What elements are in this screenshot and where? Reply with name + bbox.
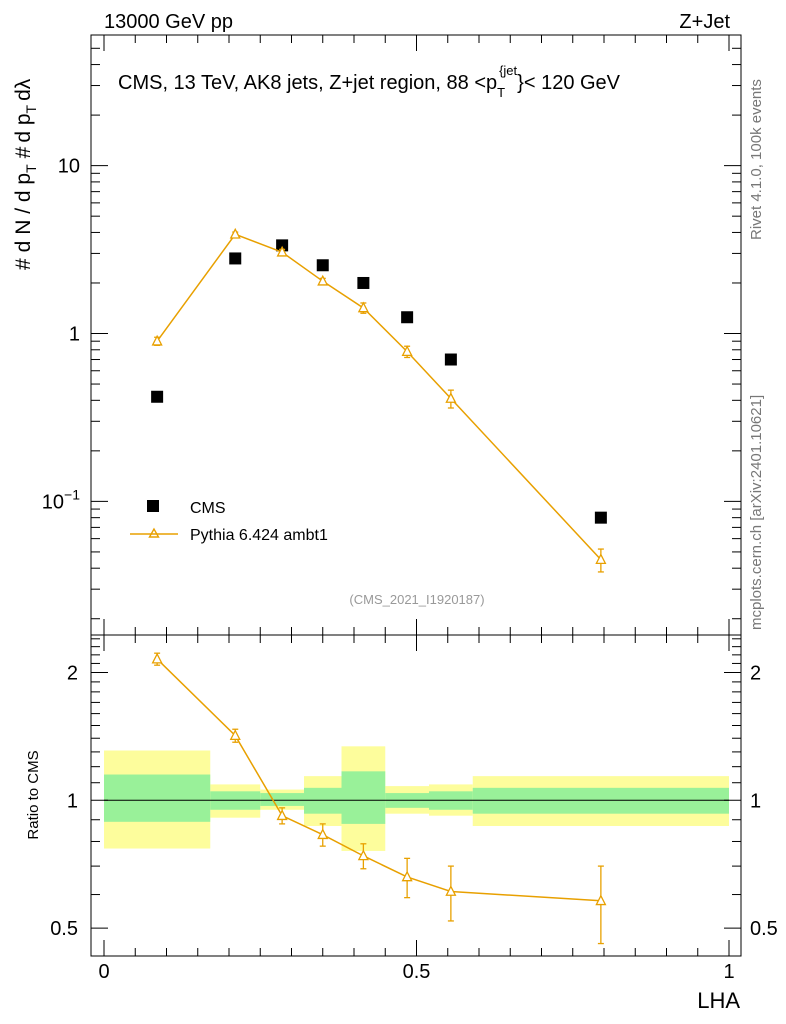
legend-mc-marker: [148, 527, 160, 538]
x-ticklabel: 1: [723, 961, 734, 983]
ratio-ytick-label-left: 1: [67, 790, 78, 812]
title-suffix: }< 120 GeV: [517, 72, 621, 94]
cms-data-point: [229, 252, 242, 265]
legend-data-marker: [147, 500, 159, 512]
main-plot-content: [151, 227, 607, 573]
legend-mc-label: Pythia 6.424 ambt1: [190, 527, 328, 544]
cms-data-point: [357, 276, 370, 289]
x-ticklabel: 0.5: [403, 961, 431, 983]
mcplots-label: mcplots.cern.ch [arXiv:2401.10621]: [748, 395, 765, 630]
ratio-pythia-point: [445, 885, 457, 896]
ratio-pythia-point: [229, 729, 241, 741]
x-axis-label: LHA: [697, 988, 740, 1013]
header-left: 13000 GeV pp: [104, 11, 233, 33]
ratio-pythia-point: [317, 828, 329, 840]
main-panel: 10 1 10−1 CMS, 13 TeV, AK8 jets, Z+jet reg…: [12, 34, 742, 636]
pythia-point: [357, 301, 369, 313]
x-ticklabels: 0 0.5 1: [98, 961, 734, 983]
ratio-pythia-point: [401, 870, 413, 882]
ratio-pythia-point: [357, 849, 369, 861]
pythia-point: [229, 227, 241, 239]
legend-data-label: CMS: [190, 500, 226, 517]
ratio-ytick-label-right: 0.5: [750, 918, 778, 940]
ratio-ytick-label-right: 2: [750, 662, 761, 684]
main-ytick-label: 10−1: [42, 486, 80, 513]
ratio-ticks: 2 2 1 1 0.5 0.5: [50, 635, 778, 956]
main-ticks: 10 1 10−1: [42, 34, 741, 635]
main-ytick-label: 10: [58, 156, 80, 178]
cms-data-point: [316, 259, 329, 272]
ratio-ytick-label-left: 0.5: [50, 918, 78, 940]
ratio-panel: 2 2 1 1 0.5 0.5 Ratio to CMS: [25, 634, 778, 957]
pythia-point: [401, 345, 413, 357]
ratio-ytick-label-left: 2: [67, 662, 78, 684]
ratio-band-inner: [260, 793, 304, 806]
pythia-point: [317, 274, 329, 286]
cms-data-point: [151, 390, 164, 403]
header-right: Z+Jet: [679, 11, 730, 33]
title-subscript: T: [497, 85, 505, 100]
main-ylabel: #d N / d pT#d pTdλ: [12, 78, 39, 270]
ratio-pythia-point: [595, 894, 607, 906]
ratio-band-inner: [104, 774, 211, 822]
main-title: CMS, 13 TeV, AK8 jets, Z+jet region, 88 …: [118, 63, 621, 100]
cms-data-point: [594, 511, 607, 524]
ratio-ylabel: Ratio to CMS: [25, 750, 42, 839]
title-prefix: CMS, 13 TeV, AK8 jets, Z+jet region, 88 …: [118, 72, 497, 94]
cms-data-point: [276, 239, 289, 252]
ratio-ytick-label-right: 1: [750, 790, 761, 812]
cms-data-point: [444, 353, 457, 366]
cms-data-point: [401, 311, 414, 324]
pythia-line: [156, 233, 602, 561]
ratio-plot-content: [104, 652, 729, 945]
pythia-point: [595, 553, 607, 565]
main-ytick-label: 1: [69, 324, 80, 346]
pythia-point: [276, 245, 288, 257]
watermark: (CMS_2021_I1920187): [349, 592, 484, 607]
ratio-pythia-point: [276, 809, 288, 821]
x-ticklabel: 0: [98, 961, 109, 983]
main-frame: [90, 34, 742, 636]
pythia-point: [445, 392, 457, 403]
pythia-point: [151, 334, 163, 346]
ratio-band-inner: [341, 771, 386, 824]
ratio-pythia-point: [151, 652, 163, 664]
title-superscript: {jet: [499, 63, 517, 78]
rivet-label: Rivet 4.1.0, 100k events: [748, 79, 765, 240]
ratio-pythia-line: [156, 658, 601, 902]
